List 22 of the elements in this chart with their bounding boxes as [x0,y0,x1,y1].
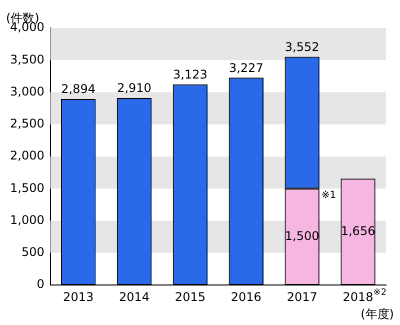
x-axis-title: (年度) [360,307,394,322]
y-tick-label: 2,000 [10,148,44,163]
y-tick-label: 1,000 [10,212,44,227]
x-tick-label: 2014 [118,290,150,304]
total-label: 3,227 [228,60,264,75]
total-label: 2,894 [61,82,96,96]
x-tick-label: 2016 [230,290,262,304]
y-tick-label: 500 [21,245,44,259]
total-label: 3,552 [284,40,320,54]
y-tick-label: 1,500 [10,180,44,195]
y-tick-label: 3,000 [10,84,44,98]
total-label: 2,910 [117,81,152,96]
data-label: 1,656 [340,224,376,238]
y-tick-label: 2,500 [10,116,44,130]
annotation: ※1 [321,190,336,202]
x-tick-label: 2013 [63,290,94,304]
y-tick-label: 0 [36,277,44,292]
x-tick-label: 2015 [174,290,206,304]
data-label: 1,500 [284,228,320,243]
y-tick-label: 3,500 [10,52,44,66]
total-label: 3,123 [173,67,208,82]
x-tick-label: 2017 [286,290,318,304]
